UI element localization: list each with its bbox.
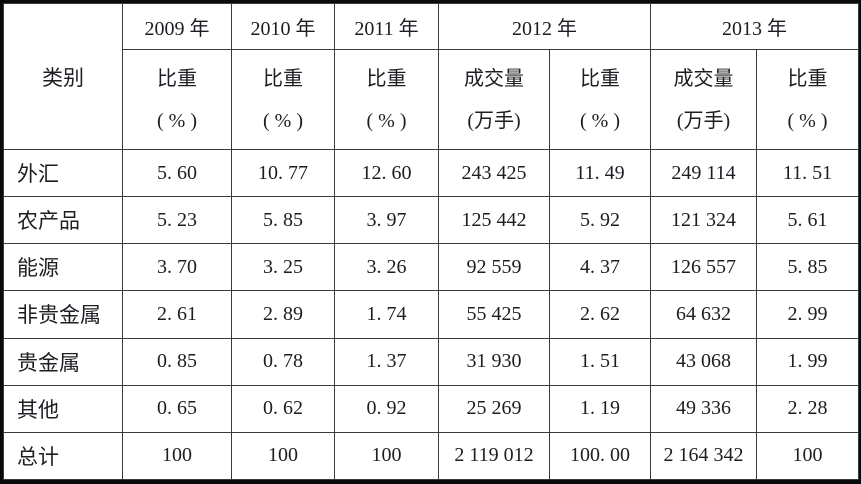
value-cell: 2. 61: [122, 290, 232, 339]
value-cell: 2. 99: [756, 290, 859, 339]
measure-name: 比重: [580, 67, 620, 90]
value-cell: 2. 62: [549, 290, 651, 339]
measure-name: 成交量: [464, 67, 524, 90]
measure-header-volume-2013: 成交量 (万手): [650, 49, 757, 150]
value-cell: 5. 60: [122, 148, 232, 198]
value-cell: 2 164 342: [650, 431, 757, 481]
value-cell: 1. 51: [549, 337, 651, 386]
value-cell: 4. 37: [549, 243, 651, 292]
measure-header-share-2009: 比重 ( % ): [122, 49, 232, 150]
category-cell: 农产品: [3, 196, 123, 245]
value-cell: 0. 62: [231, 384, 335, 433]
category-cell: 贵金属: [3, 337, 123, 386]
table-row-total: 总计 100 100 100 2 119 012 100. 00 2 164 3…: [3, 431, 859, 481]
measure-name: 比重: [263, 67, 303, 90]
futures-volume-share-table: 类别 2009 年 2010 年 2011 年 2012 年 2013 年 比重…: [3, 3, 859, 481]
measure-unit: ( % ): [366, 109, 407, 132]
value-cell: 64 632: [650, 290, 757, 339]
year-header-2009: 2009 年: [122, 3, 232, 50]
table-row-energy: 能源 3. 70 3. 25 3. 26 92 559 4. 37 126 55…: [3, 243, 859, 292]
value-cell: 125 442: [438, 196, 550, 245]
value-cell: 100: [756, 431, 859, 481]
year-header-2013: 2013 年: [650, 3, 859, 50]
table-row-precious-metals: 贵金属 0. 85 0. 78 1. 37 31 930 1. 51 43 06…: [3, 337, 859, 386]
header-year-row: 类别 2009 年 2010 年 2011 年 2012 年 2013 年: [3, 3, 859, 150]
measure-header-volume-2012: 成交量 (万手): [438, 49, 550, 150]
value-cell: 5. 23: [122, 196, 232, 245]
value-cell: 249 114: [650, 148, 757, 198]
table-row-others: 其他 0. 65 0. 62 0. 92 25 269 1. 19 49 336…: [3, 384, 859, 433]
value-cell: 3. 25: [231, 243, 335, 292]
measure-header-share-2013: 比重 ( % ): [756, 49, 859, 150]
table-row-non-precious-metals: 非贵金属 2. 61 2. 89 1. 74 55 425 2. 62 64 6…: [3, 290, 859, 339]
value-cell: 100: [334, 431, 439, 481]
value-cell: 2 119 012: [438, 431, 550, 481]
category-header-cell: 类别: [3, 3, 123, 150]
measure-name: 比重: [787, 67, 828, 90]
value-cell: 11. 49: [549, 148, 651, 198]
value-cell: 1. 99: [756, 337, 859, 386]
value-cell: 25 269: [438, 384, 550, 433]
measure-unit: ( % ): [263, 109, 303, 132]
value-cell: 100: [231, 431, 335, 481]
value-cell: 12. 60: [334, 148, 439, 198]
category-cell: 非贵金属: [3, 290, 123, 339]
value-cell: 0. 85: [122, 337, 232, 386]
category-cell: 总计: [3, 431, 123, 481]
year-header-2010: 2010 年: [231, 3, 335, 50]
value-cell: 55 425: [438, 290, 550, 339]
value-cell: 92 559: [438, 243, 550, 292]
value-cell: 1. 37: [334, 337, 439, 386]
measure-unit: (万手): [467, 109, 521, 132]
table-row-agriculture: 农产品 5. 23 5. 85 3. 97 125 442 5. 92 121 …: [3, 196, 859, 245]
value-cell: 100: [122, 431, 232, 481]
measure-name: 比重: [157, 67, 197, 90]
value-cell: 1. 74: [334, 290, 439, 339]
category-cell: 能源: [3, 243, 123, 292]
category-cell: 其他: [3, 384, 123, 433]
table-row-forex: 外汇 5. 60 10. 77 12. 60 243 425 11. 49 24…: [3, 148, 859, 198]
year-header-2012: 2012 年: [438, 3, 651, 50]
measure-header-share-2011: 比重 ( % ): [334, 49, 439, 150]
measure-name: 成交量: [673, 67, 734, 90]
value-cell: 0. 78: [231, 337, 335, 386]
measure-unit: (万手): [676, 109, 731, 132]
measure-header-share-2010: 比重 ( % ): [231, 49, 335, 150]
measure-unit: ( % ): [787, 109, 828, 132]
value-cell: 3. 70: [122, 243, 232, 292]
value-cell: 121 324: [650, 196, 757, 245]
value-cell: 5. 85: [231, 196, 335, 245]
value-cell: 5. 92: [549, 196, 651, 245]
value-cell: 0. 92: [334, 384, 439, 433]
value-cell: 126 557: [650, 243, 757, 292]
value-cell: 3. 97: [334, 196, 439, 245]
value-cell: 3. 26: [334, 243, 439, 292]
value-cell: 0. 65: [122, 384, 232, 433]
value-cell: 1. 19: [549, 384, 651, 433]
measure-header-share-2012: 比重 ( % ): [549, 49, 651, 150]
value-cell: 2. 89: [231, 290, 335, 339]
value-cell: 5. 61: [756, 196, 859, 245]
value-cell: 31 930: [438, 337, 550, 386]
category-cell: 外汇: [3, 148, 123, 198]
value-cell: 243 425: [438, 148, 550, 198]
measure-unit: ( % ): [157, 109, 197, 132]
value-cell: 11. 51: [756, 148, 859, 198]
header-measure-row: 比重 ( % ) 比重 ( % ) 比重 ( % ) 成交量 (万手) 比重: [4, 49, 859, 150]
value-cell: 2. 28: [756, 384, 859, 433]
measure-unit: ( % ): [580, 109, 620, 132]
value-cell: 49 336: [650, 384, 757, 433]
value-cell: 43 068: [650, 337, 757, 386]
value-cell: 100. 00: [549, 431, 651, 481]
value-cell: 10. 77: [231, 148, 335, 198]
value-cell: 5. 85: [756, 243, 859, 292]
year-header-2011: 2011 年: [334, 3, 439, 50]
measure-name: 比重: [366, 67, 407, 90]
